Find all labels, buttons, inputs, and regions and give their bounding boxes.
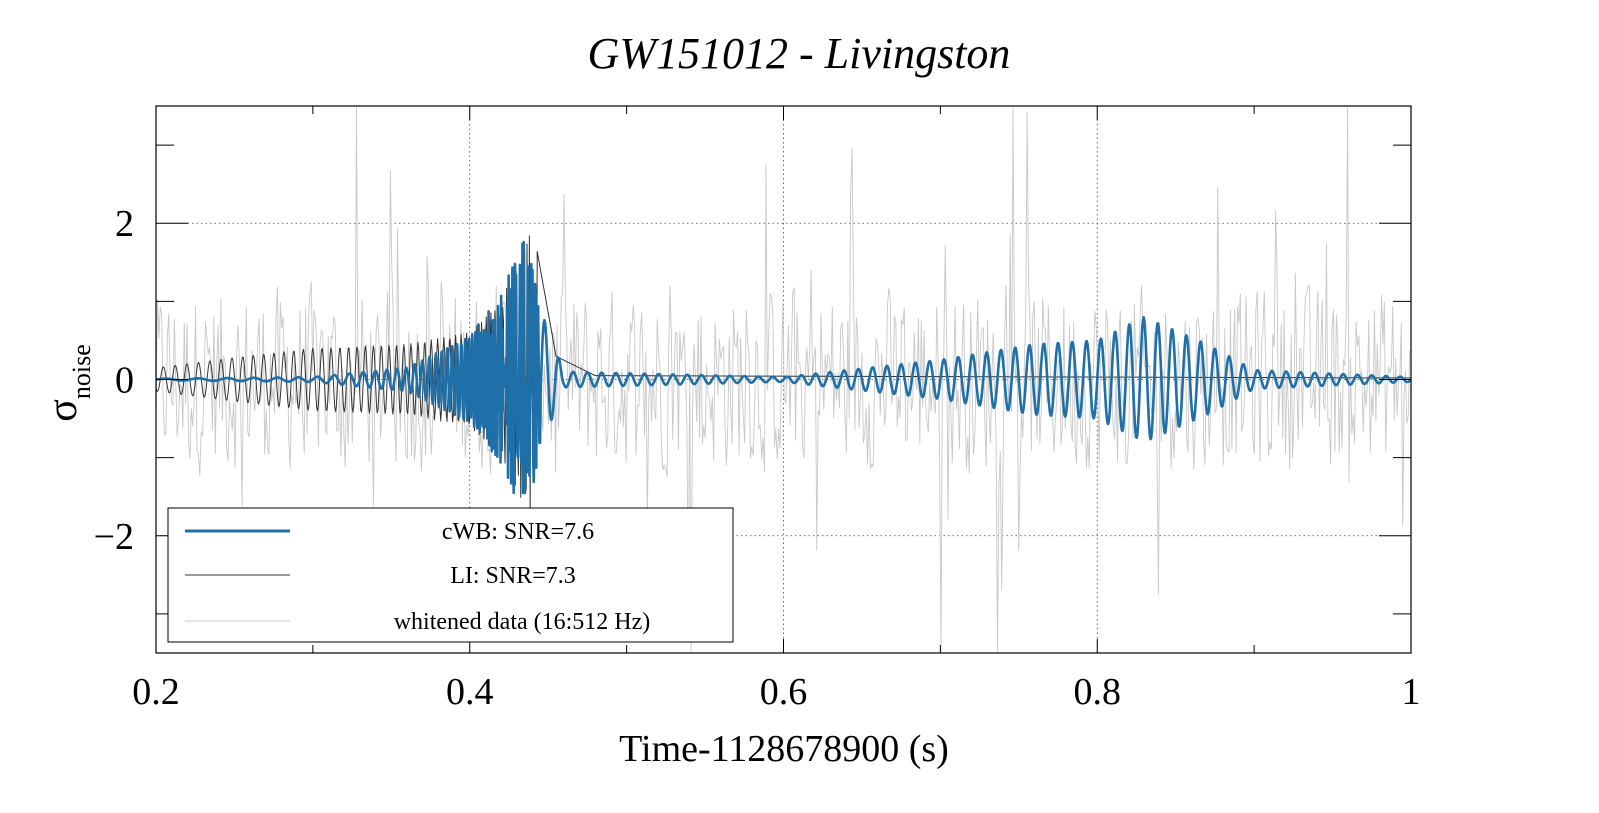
y-axis-label-subscript: noise bbox=[67, 344, 96, 399]
y-tick-label: 2 bbox=[115, 203, 134, 245]
x-axis-label: Time-1128678900 (s) bbox=[619, 728, 949, 770]
x-tick-label: 0.2 bbox=[132, 671, 180, 713]
chart-title: GW151012 - Livingston bbox=[588, 29, 1011, 78]
svg-text:σnoise: σnoise bbox=[40, 344, 96, 422]
y-axis-label-symbol: σ bbox=[40, 399, 86, 422]
legend-label-whitened: whitened data (16:512 Hz) bbox=[394, 609, 651, 635]
tick-labels: 0.2 0.4 0.6 0.8 1 −2 0 2 bbox=[94, 203, 1421, 713]
x-tick-label: 0.4 bbox=[446, 671, 494, 713]
y-tick-label: 0 bbox=[115, 360, 134, 402]
x-tick-label: 1 bbox=[1402, 671, 1421, 713]
x-tick-label: 0.8 bbox=[1074, 671, 1122, 713]
legend: cWB: SNR=7.6 LI: SNR=7.3 whitened data (… bbox=[167, 507, 734, 643]
cwb-series bbox=[155, 240, 1412, 495]
legend-label-li: LI: SNR=7.3 bbox=[450, 563, 576, 589]
y-axis-label: σnoise bbox=[40, 344, 96, 422]
y-tick-label: −2 bbox=[94, 516, 134, 558]
li-series bbox=[155, 235, 1411, 517]
legend-label-cwb: cWB: SNR=7.6 bbox=[442, 519, 594, 545]
li-waveform-line bbox=[155, 235, 1411, 517]
x-tick-label: 0.6 bbox=[760, 671, 808, 713]
cwb-waveform-line bbox=[155, 240, 1412, 495]
